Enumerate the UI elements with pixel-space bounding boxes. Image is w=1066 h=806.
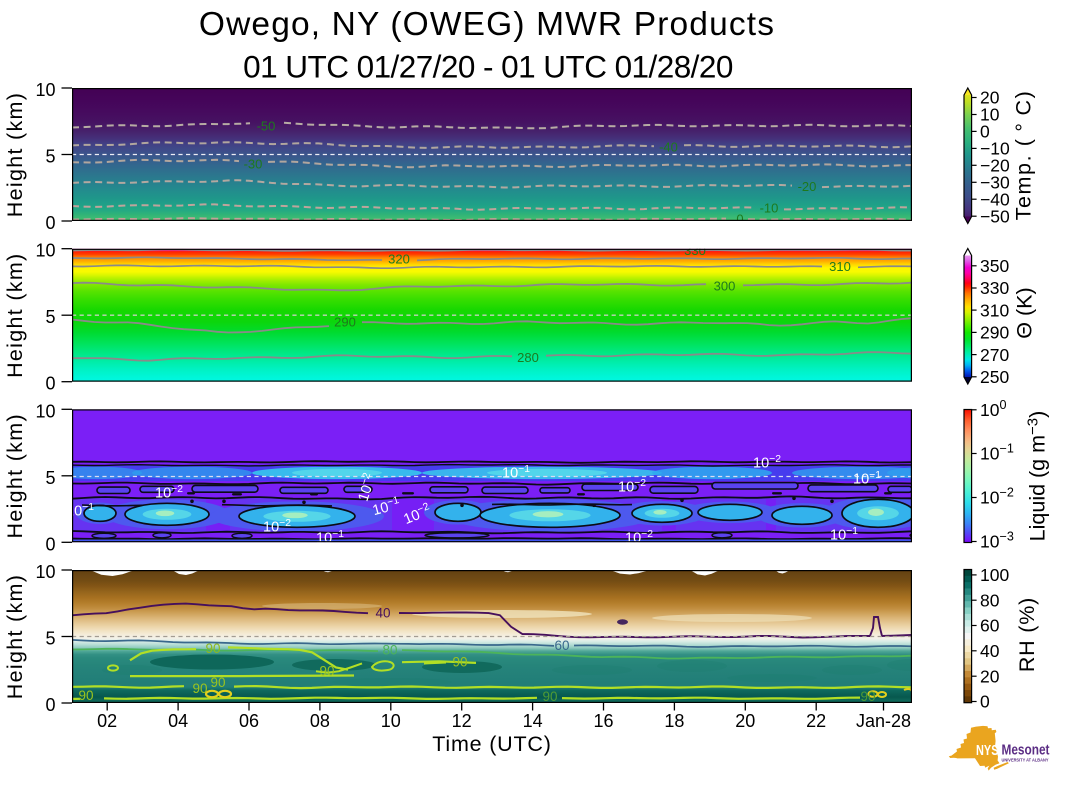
svg-text:10: 10 <box>35 241 55 261</box>
svg-text:-30: -30 <box>244 157 263 172</box>
svg-text:10−2: 10−2 <box>625 529 653 547</box>
svg-text:16: 16 <box>593 711 613 731</box>
svg-text:310: 310 <box>980 300 1009 320</box>
svg-text:290: 290 <box>334 315 356 330</box>
svg-text:−10: −10 <box>980 139 1010 159</box>
svg-text:20: 20 <box>980 666 1000 686</box>
svg-text:Θ (K): Θ (K) <box>1013 287 1037 338</box>
svg-text:08: 08 <box>310 711 330 731</box>
svg-text:10: 10 <box>35 562 55 582</box>
svg-text:12: 12 <box>452 711 472 731</box>
svg-text:10−1: 10−1 <box>316 529 344 547</box>
svg-text:0: 0 <box>45 534 55 554</box>
svg-text:310: 310 <box>829 259 851 274</box>
svg-text:02: 02 <box>97 711 117 731</box>
svg-text:280: 280 <box>517 350 539 365</box>
svg-text:10: 10 <box>980 105 1000 125</box>
svg-text:90: 90 <box>210 675 225 690</box>
svg-text:0: 0 <box>45 213 55 233</box>
svg-text:NYS: NYS <box>976 742 999 759</box>
svg-text:−50: −50 <box>980 206 1010 226</box>
svg-text:-10: -10 <box>760 201 779 216</box>
svg-text:0: 0 <box>45 374 55 394</box>
svg-text:90: 90 <box>205 641 220 656</box>
svg-text:-50: -50 <box>257 119 276 134</box>
svg-text:90: 90 <box>452 655 467 670</box>
svg-text:90: 90 <box>319 664 334 679</box>
svg-text:5: 5 <box>45 629 55 649</box>
svg-text:330: 330 <box>980 278 1009 298</box>
svg-text:14: 14 <box>523 711 543 731</box>
svg-text:320: 320 <box>388 252 410 267</box>
svg-text:-40: -40 <box>659 140 678 155</box>
svg-text:20: 20 <box>980 88 1000 108</box>
svg-text:10−1: 10−1 <box>980 442 1014 464</box>
svg-text:10: 10 <box>381 711 401 731</box>
svg-text:90: 90 <box>542 689 557 704</box>
svg-text:80: 80 <box>382 642 397 657</box>
svg-text:0: 0 <box>45 695 55 715</box>
svg-text:60: 60 <box>980 616 1000 636</box>
svg-text:Time (UTC): Time (UTC) <box>432 732 551 756</box>
svg-text:01 UTC 01/27/20 - 01 UTC 01/28: 01 UTC 01/27/20 - 01 UTC 01/28/20 <box>243 49 733 85</box>
svg-text:100: 100 <box>980 565 1009 585</box>
svg-text:06: 06 <box>239 711 259 731</box>
svg-text:10−2: 10−2 <box>980 486 1014 508</box>
svg-text:10−3: 10−3 <box>980 530 1014 552</box>
svg-text:90: 90 <box>78 688 93 703</box>
svg-text:−40: −40 <box>980 189 1010 209</box>
svg-text:290: 290 <box>980 323 1009 343</box>
svg-text:Liquid (g m−3): Liquid (g m−3) <box>1025 411 1050 542</box>
svg-text:40: 40 <box>980 641 1000 661</box>
svg-text:-20: -20 <box>798 179 817 194</box>
svg-text:0: 0 <box>980 122 990 142</box>
svg-text:5: 5 <box>45 468 55 488</box>
svg-text:10: 10 <box>35 80 55 100</box>
svg-text:UNIVERSITY AT ALBANY: UNIVERSITY AT ALBANY <box>1002 758 1050 764</box>
svg-text:Height (km): Height (km) <box>3 413 27 538</box>
svg-text:Temp. ( ° C): Temp. ( ° C) <box>1012 90 1036 221</box>
svg-text:22: 22 <box>806 711 826 731</box>
svg-text:Height (km): Height (km) <box>3 252 27 377</box>
svg-text:Owego, NY (OWEG) MWR Products: Owego, NY (OWEG) MWR Products <box>199 6 775 43</box>
svg-text:18: 18 <box>664 711 684 731</box>
svg-text:80: 80 <box>980 590 1000 610</box>
svg-text:5: 5 <box>45 147 55 167</box>
svg-text:10: 10 <box>35 401 55 421</box>
svg-text:Height (km): Height (km) <box>3 92 27 217</box>
svg-text:04: 04 <box>168 711 188 731</box>
svg-text:5: 5 <box>45 307 55 327</box>
svg-text:330: 330 <box>684 243 706 258</box>
svg-text:−30: −30 <box>980 173 1010 193</box>
svg-text:270: 270 <box>980 345 1009 365</box>
svg-text:60: 60 <box>554 638 569 653</box>
svg-text:Height (km): Height (km) <box>3 574 27 699</box>
svg-text:0: 0 <box>736 212 743 227</box>
svg-text:Jan-28: Jan-28 <box>856 711 911 731</box>
svg-text:350: 350 <box>980 256 1009 276</box>
svg-text:300: 300 <box>714 279 736 294</box>
svg-text:100: 100 <box>980 398 1006 420</box>
svg-text:−20: −20 <box>980 156 1010 176</box>
svg-text:250: 250 <box>980 367 1009 387</box>
svg-text:90: 90 <box>192 681 207 696</box>
svg-text:20: 20 <box>735 711 755 731</box>
svg-text:40: 40 <box>375 606 390 621</box>
svg-text:0: 0 <box>980 692 990 712</box>
svg-text:Mesonet: Mesonet <box>1002 743 1050 759</box>
svg-text:RH (%): RH (%) <box>1015 597 1039 672</box>
svg-text:90: 90 <box>860 689 875 704</box>
